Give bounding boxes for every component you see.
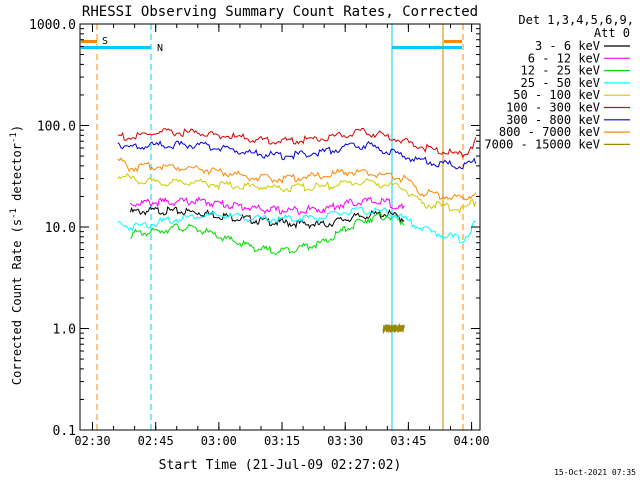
x-tick-label-5: 03:45: [390, 434, 426, 448]
legend-label-8: 7000 - 15000 keV: [484, 137, 600, 151]
y-ticks: 0.1 1.0 10.0 100.0 1000.0: [29, 18, 480, 439]
n-label: N: [157, 43, 163, 54]
x-tick-label-0: 02:30: [74, 434, 110, 448]
series-line-4: [117, 172, 477, 214]
x-ticks: 02:30 02:45 03:00 03:15 03:30 03:45 04:00: [74, 24, 490, 448]
x-tick-label-3: 03:15: [264, 434, 300, 448]
legend-label-3: 25 - 50 keV: [521, 76, 600, 90]
series-line-1: [129, 196, 405, 215]
x-axis-label: Start Time (21-Jul-09 02:27:02): [159, 458, 402, 473]
x-tick-label-6: 04:00: [454, 434, 490, 448]
x-tick-label-2: 03:00: [201, 434, 237, 448]
series-line-2: [130, 211, 405, 255]
y-axis-label-end: ): [10, 125, 24, 132]
footer-timestamp: 15-Oct-2021 07:35: [554, 468, 636, 477]
plot-area: SN: [79, 23, 481, 431]
series-line-3: [117, 206, 477, 244]
legend-label-2: 12 - 25 keV: [521, 64, 600, 78]
axes-frame: [79, 23, 481, 431]
y-axis-label-sup1: -1: [9, 208, 19, 219]
orange-marker-left: [81, 40, 97, 43]
legend-label-5: 100 - 300 keV: [506, 101, 600, 115]
y-tick-label-0: 0.1: [53, 424, 76, 439]
series-line-6: [117, 140, 477, 170]
series-line-7: [117, 157, 477, 201]
y-axis-label-sup2: -1: [9, 132, 19, 143]
cyan-marker-right: [392, 46, 462, 49]
legend-label-6: 300 - 800 keV: [506, 113, 600, 127]
y-tick-label-3: 100.0: [37, 120, 76, 135]
legend-label-1: 6 - 12 keV: [528, 51, 600, 65]
y-axis-label: Corrected Count Rate (s-1 detector-1): [9, 125, 24, 385]
y-tick-label-4: 1000.0: [29, 18, 76, 33]
legend-label-4: 50 - 100 keV: [513, 88, 600, 102]
x-tick-label-4: 03:30: [327, 434, 363, 448]
x-tick-label-1: 02:45: [138, 434, 174, 448]
legend-title-2: Att 0: [594, 26, 630, 40]
y-axis-label-main: Corrected Count Rate (s: [10, 219, 24, 385]
s-label: S: [102, 36, 108, 47]
series-line-8: [382, 322, 405, 335]
legend-label-0: 3 - 6 keV: [535, 39, 600, 53]
y-tick-label-1: 1.0: [53, 323, 76, 338]
y-axis-label-mid: detector: [10, 143, 24, 208]
y-tick-label-2: 10.0: [45, 221, 76, 236]
legend-label-7: 800 - 7000 keV: [499, 125, 600, 139]
series-line-5: [117, 128, 477, 159]
cyan-marker-left: [81, 46, 151, 49]
orange-marker-right: [444, 40, 462, 43]
legend-title-1: Det 1,3,4,5,6,9,: [518, 13, 634, 27]
chart-title: RHESSI Observing Summary Count Rates, Co…: [82, 4, 478, 20]
